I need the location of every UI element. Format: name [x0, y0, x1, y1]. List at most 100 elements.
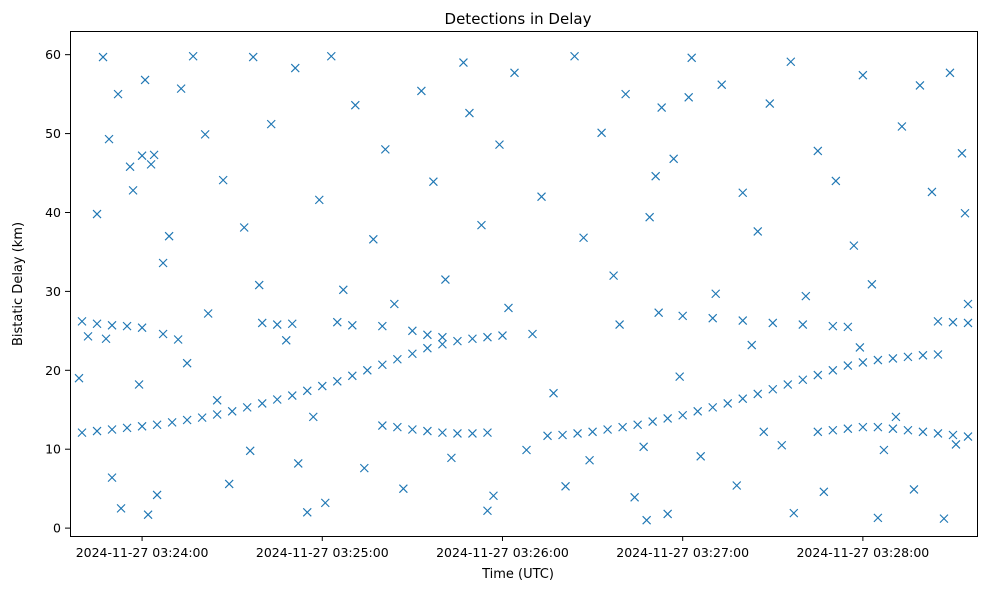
y-tick-label: 60	[45, 47, 61, 62]
data-point	[708, 313, 718, 323]
data-point	[915, 81, 925, 90]
data-point	[483, 428, 492, 438]
data-point	[813, 370, 823, 380]
data-point	[537, 192, 546, 202]
data-point	[723, 399, 733, 408]
data-point	[359, 463, 369, 473]
x-axis-label: Time (UTC)	[481, 567, 554, 582]
data-point	[392, 354, 402, 364]
data-point	[483, 506, 492, 516]
data-point	[74, 373, 84, 383]
data-point	[101, 334, 111, 344]
data-point	[651, 171, 661, 181]
data-point	[765, 99, 775, 109]
data-point	[407, 349, 417, 359]
data-point	[693, 406, 703, 416]
data-point	[963, 318, 973, 328]
data-point	[609, 271, 619, 281]
data-point	[272, 320, 282, 329]
data-point	[438, 332, 447, 342]
data-point	[477, 220, 486, 230]
data-point	[933, 429, 943, 438]
data-point	[377, 321, 387, 331]
data-point	[510, 68, 519, 78]
x-tick-label: 2024-11-27 03:25:00	[256, 545, 389, 560]
data-point	[164, 231, 174, 241]
data-point	[113, 89, 123, 99]
x-tick-label: 2024-11-27 03:28:00	[796, 545, 929, 560]
data-point	[570, 51, 579, 61]
data-point	[768, 384, 778, 394]
data-point	[362, 365, 372, 375]
data-point	[753, 227, 763, 236]
data-point	[107, 320, 117, 330]
data-point	[287, 319, 297, 329]
data-point	[645, 212, 655, 222]
data-point	[248, 52, 258, 62]
data-point	[140, 75, 150, 85]
data-point	[308, 412, 318, 422]
data-point	[717, 80, 727, 90]
data-point	[245, 446, 255, 456]
points-layer	[74, 51, 973, 525]
data-point	[347, 320, 357, 330]
data-point	[663, 509, 673, 519]
y-tick-label: 40	[45, 205, 61, 220]
data-point	[957, 148, 967, 158]
data-point	[134, 380, 144, 389]
data-point	[528, 329, 537, 339]
data-point	[687, 53, 697, 63]
data-point	[828, 365, 838, 375]
data-point	[918, 427, 928, 437]
data-point	[543, 431, 552, 441]
data-point	[732, 481, 742, 490]
data-point	[621, 89, 631, 99]
data-point	[933, 350, 943, 359]
data-point	[951, 440, 961, 449]
data-point	[783, 380, 793, 389]
data-point	[122, 321, 132, 331]
data-point	[753, 389, 763, 399]
data-point	[708, 402, 718, 412]
data-point	[422, 343, 432, 353]
data-point	[152, 420, 162, 430]
data-point	[960, 208, 970, 218]
data-point	[678, 311, 688, 321]
data-point	[83, 331, 93, 341]
data-point	[879, 445, 889, 455]
data-point	[633, 420, 643, 430]
data-point	[558, 430, 567, 440]
data-point	[639, 442, 649, 452]
data-point	[320, 498, 330, 508]
data-point	[227, 406, 237, 416]
data-point	[504, 303, 513, 313]
data-point	[588, 427, 597, 437]
data-point	[738, 316, 748, 325]
data-point	[347, 371, 357, 381]
data-point	[483, 332, 492, 342]
data-point	[903, 425, 913, 435]
data-point	[897, 122, 907, 131]
data-point	[654, 308, 664, 318]
data-point	[927, 187, 937, 197]
data-point	[188, 51, 198, 61]
data-point	[377, 421, 387, 430]
plot-frame	[70, 31, 978, 537]
data-point	[738, 394, 748, 404]
data-point	[522, 445, 531, 455]
data-point	[858, 422, 868, 432]
data-point	[669, 154, 679, 164]
data-point	[176, 84, 186, 94]
data-point	[843, 424, 853, 434]
data-point	[597, 128, 606, 138]
data-point	[453, 429, 462, 438]
data-point	[831, 176, 841, 186]
data-point	[813, 146, 823, 156]
data-point	[777, 440, 787, 450]
data-point	[873, 513, 883, 523]
data-point	[146, 159, 156, 169]
data-point	[648, 417, 658, 426]
data-point	[561, 481, 570, 491]
data-point	[948, 430, 958, 440]
data-point	[909, 485, 919, 494]
